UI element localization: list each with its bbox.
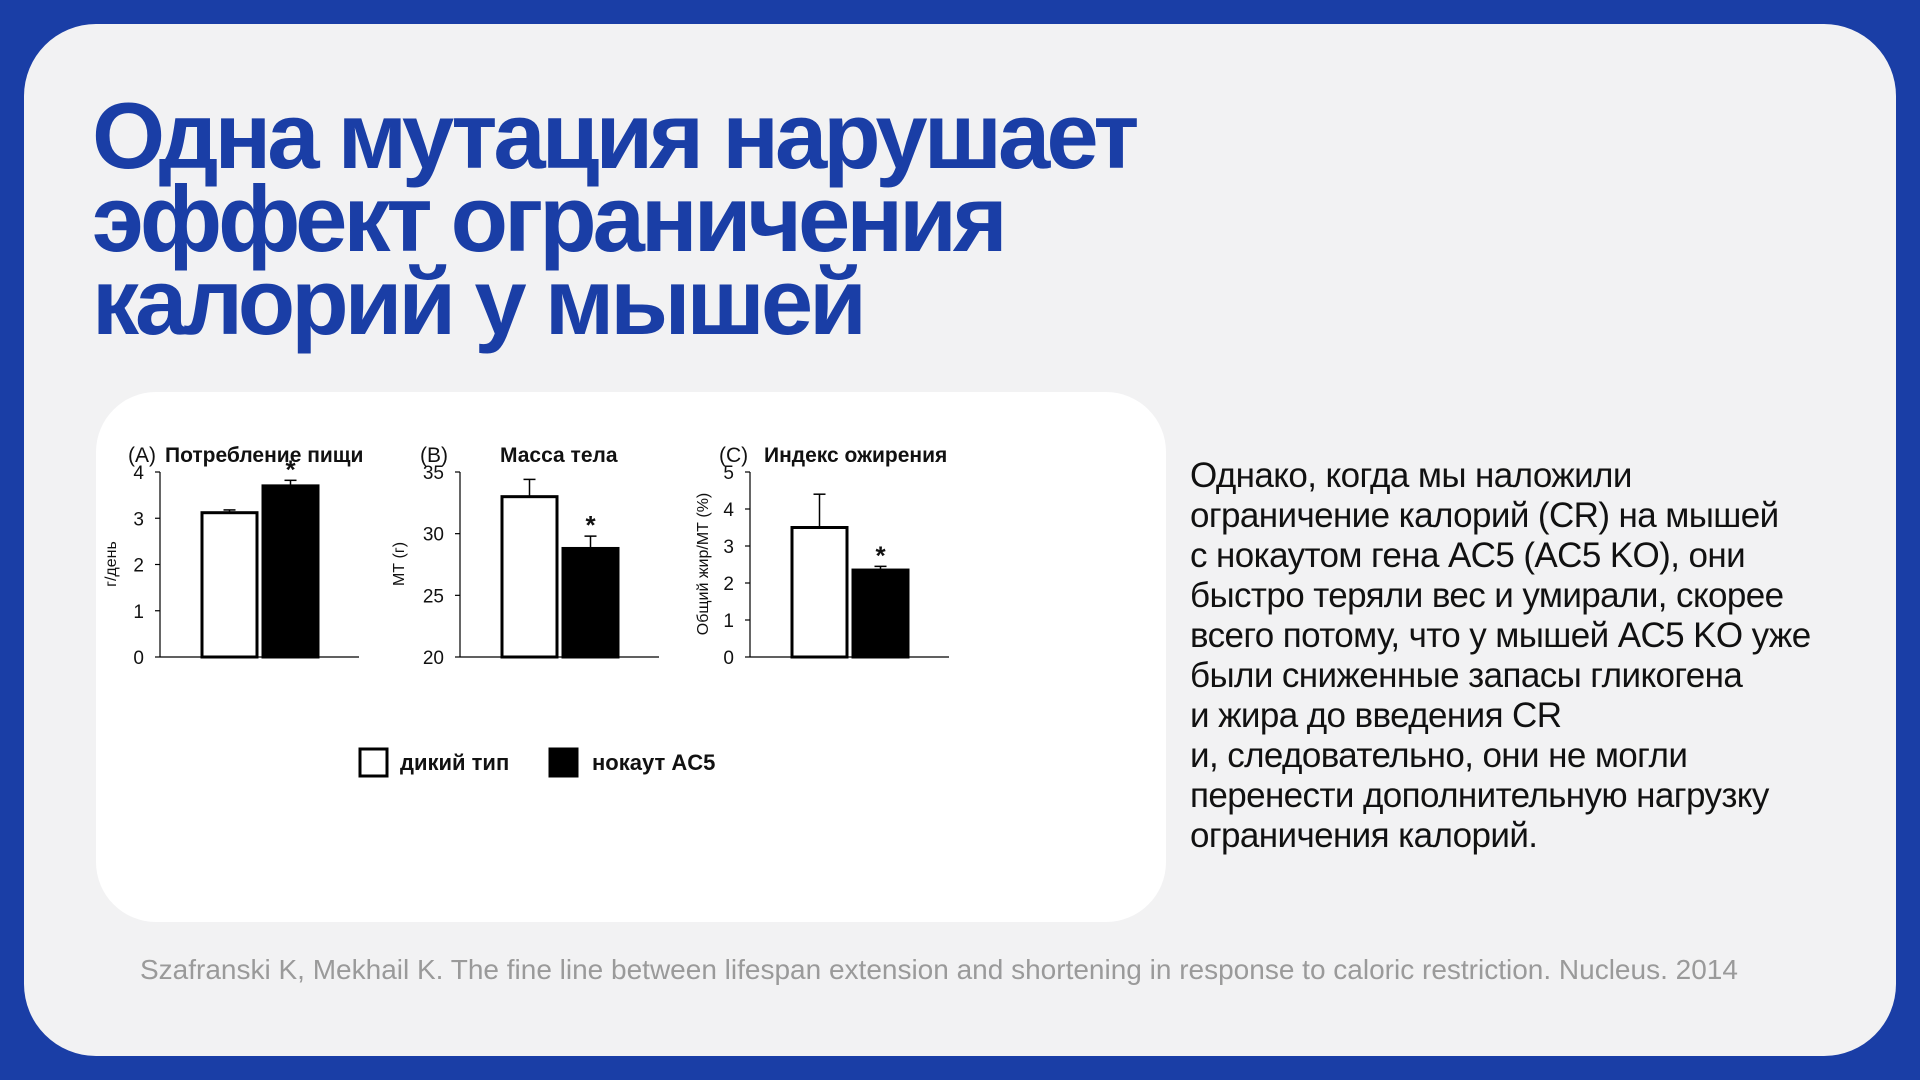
y-tick-label: 3 (723, 537, 734, 558)
chart-title: Масса тела (500, 444, 618, 467)
y-tick-label: 25 (423, 586, 444, 607)
body-line: были сниженные запасы гликогена (1190, 656, 1743, 695)
y-axis-label: Общий жир/МТ (%) (695, 493, 712, 636)
panel-letter: (A) (128, 444, 156, 467)
bar-knockout (851, 568, 910, 659)
legend-swatch-wildtype (358, 747, 389, 778)
title-line: калорий у мышей (92, 249, 867, 354)
bar-knockout (261, 484, 320, 659)
y-tick-label: 3 (133, 509, 144, 530)
y-tick-label: 0 (133, 648, 144, 669)
panel-letter: (B) (420, 444, 448, 467)
figure-card: (A) Потребление пищи 0 1 2 3 4 г/день * (B) Масса … (96, 392, 1166, 922)
body-line: Однако, когда мы наложили (1190, 456, 1632, 495)
y-tick-label: 0 (723, 648, 734, 669)
title-line: Одна мутация нарушает (92, 83, 1139, 188)
slide-title: Одна мутация нарушает эффект ограничения… (92, 83, 1139, 354)
bar-wildtype (790, 526, 849, 659)
body-line: перенести дополнительную нагрузку (1190, 776, 1769, 815)
body-line: быстро теряли вес и умирали, скорее (1190, 576, 1784, 615)
slide: Одна мутация нарушает эффект ограничения… (24, 24, 1896, 1056)
significance-star: * (875, 540, 886, 570)
body-line: с нокаутом гена AC5 (AC5 KO), они (1190, 536, 1746, 575)
chart-title: Индекс ожирения (764, 444, 947, 467)
y-tick-label: 4 (723, 500, 734, 521)
y-tick-label: 4 (133, 463, 144, 484)
bar-wildtype (500, 495, 559, 659)
y-tick-label: 30 (423, 525, 444, 546)
y-axis-label: г/день (103, 541, 120, 587)
y-axis-label: МТ (г) (391, 542, 408, 586)
y-tick-label: 1 (723, 611, 734, 632)
body-line: ограничения калорий. (1190, 816, 1538, 855)
significance-star: * (585, 510, 596, 540)
y-tick-label: 2 (133, 556, 144, 577)
bar-wildtype (200, 511, 259, 659)
title-line: эффект ограничения (92, 166, 1008, 271)
legend-label: дикий тип (400, 750, 509, 775)
y-tick-label: 2 (723, 574, 734, 595)
body-line: всего потому, что у мышей AC5 KO уже (1190, 616, 1811, 655)
body-text: Однако, когда мы наложили ограничение ка… (1190, 456, 1870, 856)
citation: Szafranski K, Mekhail K. The fine line b… (140, 954, 1738, 985)
chart-title: Потребление пищи (165, 444, 363, 467)
y-tick-label: 5 (723, 463, 734, 484)
bar-knockout (561, 546, 620, 659)
y-tick-label: 1 (133, 602, 144, 623)
panel-letter: (C) (719, 444, 748, 467)
significance-star: * (285, 454, 296, 484)
body-line: и, следовательно, они не могли (1190, 736, 1688, 775)
y-tick-label: 20 (423, 648, 444, 669)
legend-label: нокаут AC5 (592, 750, 715, 775)
body-line: ограничение калорий (CR) на мышей (1190, 496, 1779, 535)
bar-chart-figure: (A) Потребление пищи 0 1 2 3 4 г/день * (B) Масса … (103, 444, 949, 778)
legend-swatch-knockout (548, 747, 579, 778)
body-line: и жира до введения CR (1190, 696, 1562, 735)
y-tick-label: 35 (423, 463, 444, 484)
